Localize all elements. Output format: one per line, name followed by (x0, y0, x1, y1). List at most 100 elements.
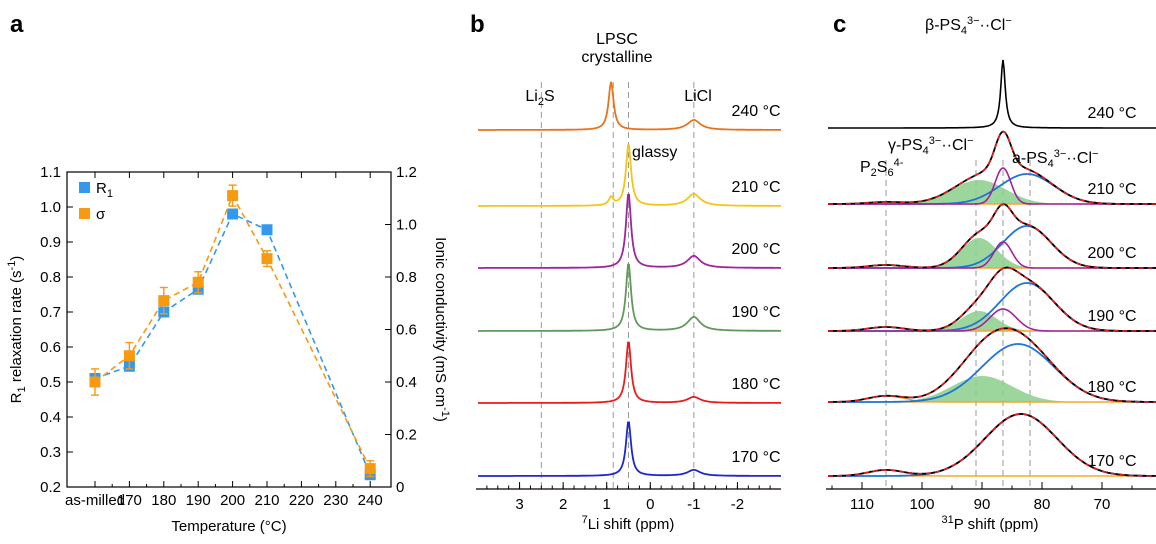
panel-c-spectrum-label: 200 °C (1087, 245, 1136, 262)
panel-c-spectrum-label: 240 °C (1087, 105, 1136, 122)
panel-b-label-li2s: Li2S (525, 88, 554, 108)
panel-c-xlabel: 31P shift (ppm) (942, 514, 1039, 533)
panel-c-label-p2s6: P2S64- (860, 157, 904, 179)
panel-b-spectrum-label: 200 °C (731, 241, 780, 258)
panel-a-point (158, 295, 170, 307)
panel-a-point (261, 224, 273, 236)
panel-a-xtick-label: 200 (220, 492, 245, 509)
panel-a-xtick-label: 220 (289, 492, 314, 509)
panel-c-spectrum-label: 210 °C (1087, 181, 1136, 198)
panel-a-xtick-label: 180 (151, 492, 176, 509)
panel-a-xtick-label: 190 (186, 492, 211, 509)
panel-a-ytick-left-label: 0.3 (40, 444, 61, 461)
panel-a-xtick-label: 170 (117, 492, 142, 509)
panel-b-spectrum-label: 240 °C (731, 103, 780, 120)
panel-a-ylabel-right: Ionic conductivity (mS cm-1) (432, 237, 451, 422)
panel-a-point (123, 350, 135, 362)
panel-a-ylabel-left: R1 relaxation rate (s-1) (6, 256, 28, 404)
panel-a-ytick-left-label: 1.1 (40, 164, 61, 181)
panel-b-xtick-label: 1 (603, 496, 611, 513)
panel-a-ytick-right-label: 0 (396, 479, 404, 496)
panel-b-spectrum-label: 170 °C (731, 449, 780, 466)
panel-c-xtick-label: 70 (1094, 496, 1111, 513)
panel-label-c: c (833, 11, 846, 38)
panel-b-spectrum (478, 81, 781, 131)
panel-b-spectrum (478, 193, 781, 269)
panel-b-spectrum (478, 263, 781, 332)
panel-a-ytick-right-label: 0.6 (396, 322, 417, 339)
panel-c-fit (828, 130, 1156, 205)
panel-a-series-line (94, 193, 371, 469)
panel-b-xtick-label: 0 (646, 496, 654, 513)
panel-a-ytick-right-label: 0.2 (396, 427, 417, 444)
panel-c-xtick-label: 110 (850, 496, 874, 513)
panel-a-xtick-label: 240 (358, 492, 383, 509)
panel-c-spectrum-label: 180 °C (1087, 379, 1136, 396)
panel-b-xtick-label: 2 (559, 496, 567, 513)
panel-b-xtick-label: -1 (687, 496, 700, 513)
panel-c-fit (828, 413, 1156, 477)
panel-label-b: b (470, 11, 485, 38)
panel-a-xtick-label: as-milled (65, 492, 125, 509)
panel-b-spectrum-label: 180 °C (731, 376, 780, 393)
panel-b-spectrum-label: 210 °C (731, 179, 780, 196)
panel-b-spectrum (478, 144, 781, 207)
panel-a-ytick-left-label: 0.5 (40, 374, 61, 391)
panel-a-ytick-right-label: 0.8 (396, 269, 417, 286)
panel-b-xtick-label: -2 (731, 496, 744, 513)
panel-a-point (192, 276, 204, 288)
panel-c-label-a: a-PS43−··Cl− (1012, 148, 1098, 170)
panel-a-ytick-left-label: 0.4 (40, 409, 61, 426)
panel-a-ytick-right-label: 1.2 (396, 164, 417, 181)
panel-a-point (261, 253, 273, 265)
panel-c-xtick-label: 100 (909, 496, 934, 513)
panel-b-label-glassy: glassy (632, 144, 677, 161)
panel-c-spectrum-label: 170 °C (1087, 453, 1136, 470)
panel-c-label-gamma: γ-PS43−··Cl− (888, 135, 974, 157)
panel-b-xlabel: 7Li shift (ppm) (582, 514, 675, 533)
panel-a-legend-marker (79, 208, 90, 219)
panel-a-ytick-left-label: 0.8 (40, 269, 61, 286)
panel-c-label-beta: β-PS43−··Cl− (925, 15, 1012, 37)
panel-a-ytick-right-label: 0.4 (396, 374, 417, 391)
panel-a-xtick-label: 230 (323, 492, 348, 509)
panel-a-legend-marker (79, 182, 90, 193)
panel-b-chart: 240 °C 210 °C 200 °C 190 °C 180 °C 170 °C 3 2 1 0… (476, 31, 781, 533)
panel-b-xtick-label: 3 (515, 496, 523, 513)
panel-c-fit (828, 327, 1156, 403)
panel-a-ytick-right-label: 1.0 (396, 217, 417, 234)
panel-c-glassy-fill (828, 311, 1156, 331)
panel-c-spectrum (828, 59, 1156, 129)
panel-c-spectrum-label: 190 °C (1087, 308, 1136, 325)
panel-a-ytick-left-label: 1.0 (40, 199, 61, 216)
panel-c-glassy-fill (828, 376, 1156, 402)
panel-a-legend-label: σ (96, 206, 106, 223)
panel-b-spectrum (478, 341, 781, 404)
panel-a-ytick-left-label: 0.9 (40, 234, 61, 251)
panel-a-legend-label: R1 (96, 180, 113, 200)
panel-b-label-crystalline: crystalline (581, 49, 652, 66)
panel-c-xtick-label: 90 (974, 496, 991, 513)
panel-a-ytick-left-label: 0.6 (40, 339, 61, 356)
panel-b-label-lpsc: LPSC (596, 31, 638, 48)
panel-b-label-licl: LiCl (684, 88, 712, 105)
panel-a-series-line (94, 212, 371, 476)
panel-a-point (227, 190, 239, 202)
panel-a-xlabel: Temperature (°C) (171, 518, 286, 535)
panel-a-ytick-left-label: 0.7 (40, 304, 61, 321)
panel-a-point (89, 376, 101, 388)
panel-c-gamma-component (828, 308, 1156, 332)
panel-label-a: a (10, 11, 24, 38)
panel-a-xtick-label: 210 (254, 492, 279, 509)
panel-a-point (364, 463, 376, 475)
panel-b-spectrum (478, 421, 781, 477)
panel-c-chart: 240 °C 210 °C 200 °C 190 °C 180 °C 170 °C 110 1… (826, 15, 1156, 533)
panel-c-xtick-label: 80 (1034, 496, 1051, 513)
panel-a-point (227, 208, 239, 220)
panel-a-ytick-left-label: 0.2 (40, 479, 61, 496)
panel-c-fit (828, 266, 1156, 332)
panel-b-spectrum-label: 190 °C (731, 304, 780, 321)
panel-c-fit (828, 203, 1156, 269)
